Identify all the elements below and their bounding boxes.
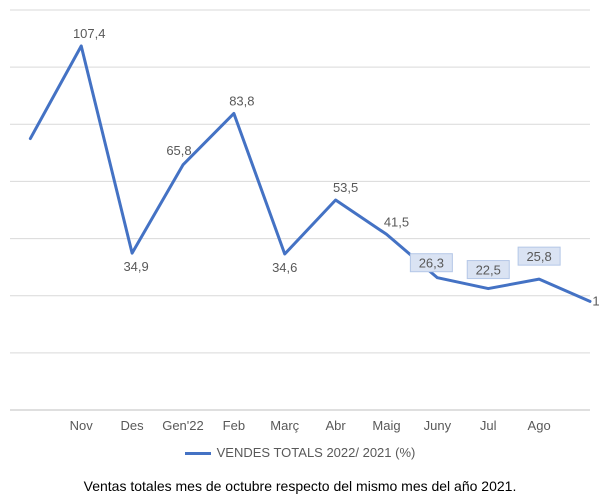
x-axis-label: Jul xyxy=(480,418,497,433)
legend: VENDES TOTALS 2022/ 2021 (%) xyxy=(0,445,600,460)
data-label: 53,5 xyxy=(333,180,358,195)
x-axis-label: Des xyxy=(121,418,145,433)
legend-swatch xyxy=(185,452,211,455)
data-label: 65,8 xyxy=(166,143,191,158)
data-label: 22,5 xyxy=(476,263,501,278)
x-axis-label: Gen'22 xyxy=(162,418,204,433)
x-axis-label: Ago xyxy=(528,418,551,433)
x-axis-label: Maig xyxy=(372,418,400,433)
line-chart: Nov Des Gen'22 Feb Març Abr Maig Juny Jul Ago 107,… xyxy=(0,0,600,500)
data-label: 107,4 xyxy=(73,26,106,41)
data-label: 41,5 xyxy=(384,214,409,229)
data-label: 83,8 xyxy=(229,93,254,108)
chart-caption: Ventas totales mes de octubre respecto d… xyxy=(0,478,600,494)
x-axis-label: Març xyxy=(270,418,299,433)
data-label: 34,9 xyxy=(123,259,148,274)
chart-container: Nov Des Gen'22 Feb Març Abr Maig Juny Jul Ago 107,… xyxy=(0,0,600,500)
data-label: 25,8 xyxy=(526,249,551,264)
data-label: 34,6 xyxy=(272,260,297,275)
x-axis-label: Nov xyxy=(70,418,94,433)
x-axis-label: Abr xyxy=(325,418,346,433)
x-axis-label: Juny xyxy=(424,418,452,433)
x-axis-label: Feb xyxy=(223,418,245,433)
data-label: 26,3 xyxy=(419,256,444,271)
data-label: 1 xyxy=(592,293,599,308)
legend-series-label: VENDES TOTALS 2022/ 2021 (%) xyxy=(217,445,416,460)
